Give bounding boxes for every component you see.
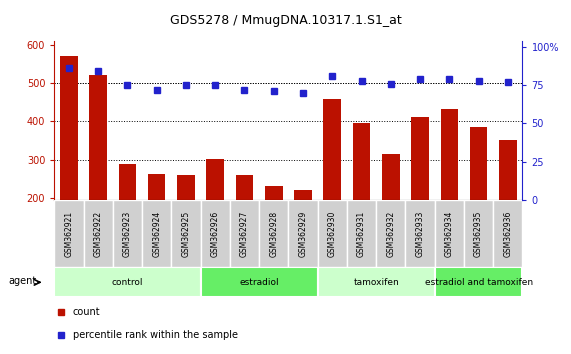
Bar [405, 200, 435, 267]
Text: GSM362936: GSM362936 [503, 210, 512, 257]
Bar [113, 200, 142, 267]
Text: tamoxifen: tamoxifen [353, 278, 399, 287]
Text: GSM362931: GSM362931 [357, 211, 366, 257]
Bar [148, 174, 166, 200]
Bar [347, 200, 376, 267]
Text: GSM362921: GSM362921 [65, 211, 74, 257]
Text: GSM362927: GSM362927 [240, 211, 249, 257]
Bar [89, 75, 107, 200]
Bar [382, 154, 400, 200]
Text: count: count [73, 307, 100, 318]
Bar [470, 127, 488, 200]
Bar [294, 190, 312, 200]
Bar [435, 267, 522, 297]
Text: GSM362928: GSM362928 [269, 211, 278, 257]
Bar [54, 200, 83, 267]
Text: GSM362930: GSM362930 [328, 210, 337, 257]
Bar [376, 200, 405, 267]
Text: GSM362932: GSM362932 [386, 211, 395, 257]
Text: GSM362934: GSM362934 [445, 210, 454, 257]
Bar [207, 159, 224, 200]
Bar [83, 200, 112, 267]
Text: estradiol and tamoxifen: estradiol and tamoxifen [424, 278, 533, 287]
Text: GSM362933: GSM362933 [416, 210, 425, 257]
Bar [411, 118, 429, 200]
Bar [493, 200, 522, 267]
Bar [499, 140, 517, 200]
Text: GDS5278 / MmugDNA.10317.1.S1_at: GDS5278 / MmugDNA.10317.1.S1_at [170, 14, 401, 27]
Bar [142, 200, 171, 267]
Text: GSM362922: GSM362922 [94, 211, 103, 257]
Text: GSM362925: GSM362925 [182, 211, 191, 257]
Text: GSM362923: GSM362923 [123, 211, 132, 257]
Bar [317, 200, 347, 267]
Bar [200, 200, 230, 267]
Bar [317, 267, 435, 297]
Text: agent: agent [8, 276, 37, 286]
Bar [464, 200, 493, 267]
Bar [171, 200, 200, 267]
Text: estradiol: estradiol [239, 278, 279, 287]
Bar [119, 164, 136, 200]
Bar [60, 56, 78, 200]
Bar [259, 200, 288, 267]
Text: GSM362924: GSM362924 [152, 211, 161, 257]
Bar [323, 99, 341, 200]
Bar [288, 200, 317, 267]
Bar [265, 186, 283, 200]
Text: GSM362926: GSM362926 [211, 211, 220, 257]
Bar [177, 175, 195, 200]
Bar [236, 175, 254, 200]
Bar [441, 109, 458, 200]
Text: GSM362935: GSM362935 [474, 210, 483, 257]
Bar [230, 200, 259, 267]
Bar [353, 123, 370, 200]
Bar [200, 267, 317, 297]
Bar [435, 200, 464, 267]
Text: GSM362929: GSM362929 [299, 211, 308, 257]
Text: percentile rank within the sample: percentile rank within the sample [73, 330, 238, 341]
Text: control: control [112, 278, 143, 287]
Bar [54, 267, 200, 297]
